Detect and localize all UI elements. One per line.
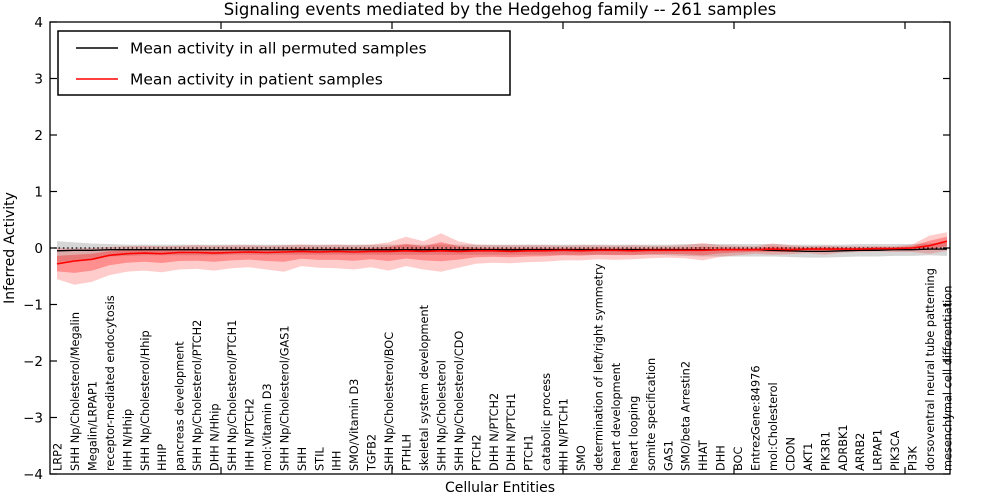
x-category-label: skeletal system development bbox=[418, 304, 431, 471]
x-category-label: heart looping bbox=[627, 396, 640, 471]
x-category-label: IHH N/PTCH2 bbox=[244, 398, 257, 471]
x-category-label: DHH bbox=[715, 445, 728, 471]
x-category-label: DHH N/PTCH1 bbox=[505, 393, 518, 471]
mean-lines bbox=[56, 240, 948, 265]
x-category-label: EntrezGene:84976 bbox=[750, 365, 763, 471]
x-category-label: SHH Np/Cholesterol/Hhip bbox=[139, 330, 152, 471]
y-tick-label: −3 bbox=[23, 410, 43, 426]
confidence-bands bbox=[57, 232, 947, 285]
x-category-label: catabolic process bbox=[540, 373, 553, 471]
legend-permuted-label: Mean activity in all permuted samples bbox=[130, 40, 427, 58]
x-category-label: TGFB2 bbox=[366, 434, 379, 472]
x-category-label: SHH Np/Cholesterol/Megalin bbox=[69, 312, 82, 471]
x-category-label: SHH Np/Cholesterol/CDO bbox=[453, 331, 466, 471]
y-axis-label: Inferred Activity bbox=[2, 192, 18, 304]
y-tick-label: 4 bbox=[34, 15, 43, 31]
x-category-label: PIK3R1 bbox=[819, 431, 832, 471]
patient-confidence-band-outer bbox=[57, 232, 947, 285]
x-category-label: mesenchymal cell differentiation bbox=[942, 286, 955, 471]
x-category-label: STIL bbox=[313, 447, 326, 471]
x-category-label: HHAT bbox=[697, 440, 710, 471]
patient-confidence-band-inner bbox=[57, 236, 947, 273]
x-category-label: GAS1 bbox=[662, 440, 675, 471]
y-tick-label: 0 bbox=[34, 241, 43, 257]
x-category-label: PIK3CA bbox=[889, 430, 902, 471]
x-category-label: LRPAP1 bbox=[872, 429, 885, 471]
axis-ticks bbox=[50, 21, 950, 475]
x-category-label: PTCH2 bbox=[470, 434, 483, 471]
x-category-label: PTCH1 bbox=[523, 434, 536, 471]
x-category-label: SHH Np/Cholesterol/GAS1 bbox=[278, 325, 291, 471]
x-category-label: BOC bbox=[732, 447, 745, 471]
legend: Mean activity in all permuted samples Me… bbox=[57, 30, 511, 96]
x-category-label: SHH Np/Cholesterol bbox=[435, 360, 448, 471]
x-category-label: PTHLH bbox=[401, 434, 414, 471]
x-category-label: IHH N/PTCH1 bbox=[558, 398, 571, 471]
y-tick-labels: −4 −3 −2 −1 0 1 2 3 4 bbox=[23, 15, 43, 483]
x-category-label: mol:Cholesterol bbox=[767, 382, 780, 471]
x-category-label: LRP2 bbox=[52, 443, 65, 471]
x-category-label: SHH Np/Cholesterol/PTCH1 bbox=[226, 320, 239, 471]
x-category-label: ARRB2 bbox=[854, 433, 867, 471]
x-category-label: receptor-mediated endocytosis bbox=[104, 295, 117, 471]
x-category-label: SHH Np/Cholesterol/BOC bbox=[383, 332, 396, 471]
legend-patient-label: Mean activity in patient samples bbox=[130, 71, 383, 89]
x-category-label: mol:Vitamin D3 bbox=[261, 383, 274, 471]
x-category-label: SMO/Vitamin D3 bbox=[348, 379, 361, 471]
permuted-mean-line bbox=[56, 248, 947, 253]
y-tick-label: −4 bbox=[23, 467, 43, 483]
y-tick-label: 1 bbox=[34, 184, 43, 200]
x-category-label: ADRBK1 bbox=[837, 424, 850, 471]
y-tick-label: 3 bbox=[34, 71, 43, 87]
legend-box bbox=[57, 30, 511, 96]
x-category-label: SHH Np/Cholesterol/PTCH2 bbox=[191, 320, 204, 471]
x-category-label: heart development bbox=[610, 362, 623, 471]
chart-title: Signaling events mediated by the Hedgeho… bbox=[224, 0, 776, 19]
x-category-label: HHIP bbox=[156, 444, 169, 471]
x-axis-label: Cellular Entities bbox=[445, 480, 555, 496]
x-category-label: determination of left/right symmetry bbox=[593, 263, 606, 471]
x-category-label: PI3K bbox=[907, 446, 920, 471]
x-category-labels: LRP2 SHH Np/Cholesterol/Megalin Megalin/LR… bbox=[52, 263, 955, 472]
patient-mean-line bbox=[56, 240, 948, 265]
y-tick-label: 2 bbox=[34, 128, 43, 144]
x-category-label: IHH bbox=[331, 451, 344, 471]
x-category-label: Megalin/LRPAP1 bbox=[86, 381, 99, 471]
x-category-label: SHH bbox=[296, 447, 309, 471]
x-category-label: DHH N/PTCH2 bbox=[488, 393, 501, 471]
x-category-label: DHH N/Hhip bbox=[209, 404, 222, 472]
x-category-label: SMO bbox=[575, 445, 588, 471]
x-category-label: dorsoventral neural tube patterning bbox=[924, 268, 937, 471]
x-category-label: SMO/beta Arrestin2 bbox=[680, 361, 693, 471]
x-category-label: somite specification bbox=[645, 358, 658, 471]
y-tick-label: −2 bbox=[23, 354, 43, 370]
x-category-label: IHH N/Hhip bbox=[121, 409, 134, 471]
x-category-label: pancreas development bbox=[174, 341, 187, 471]
x-category-label: CDON bbox=[784, 437, 797, 471]
x-category-label: AKT1 bbox=[802, 443, 815, 471]
y-tick-label: −1 bbox=[23, 297, 43, 313]
